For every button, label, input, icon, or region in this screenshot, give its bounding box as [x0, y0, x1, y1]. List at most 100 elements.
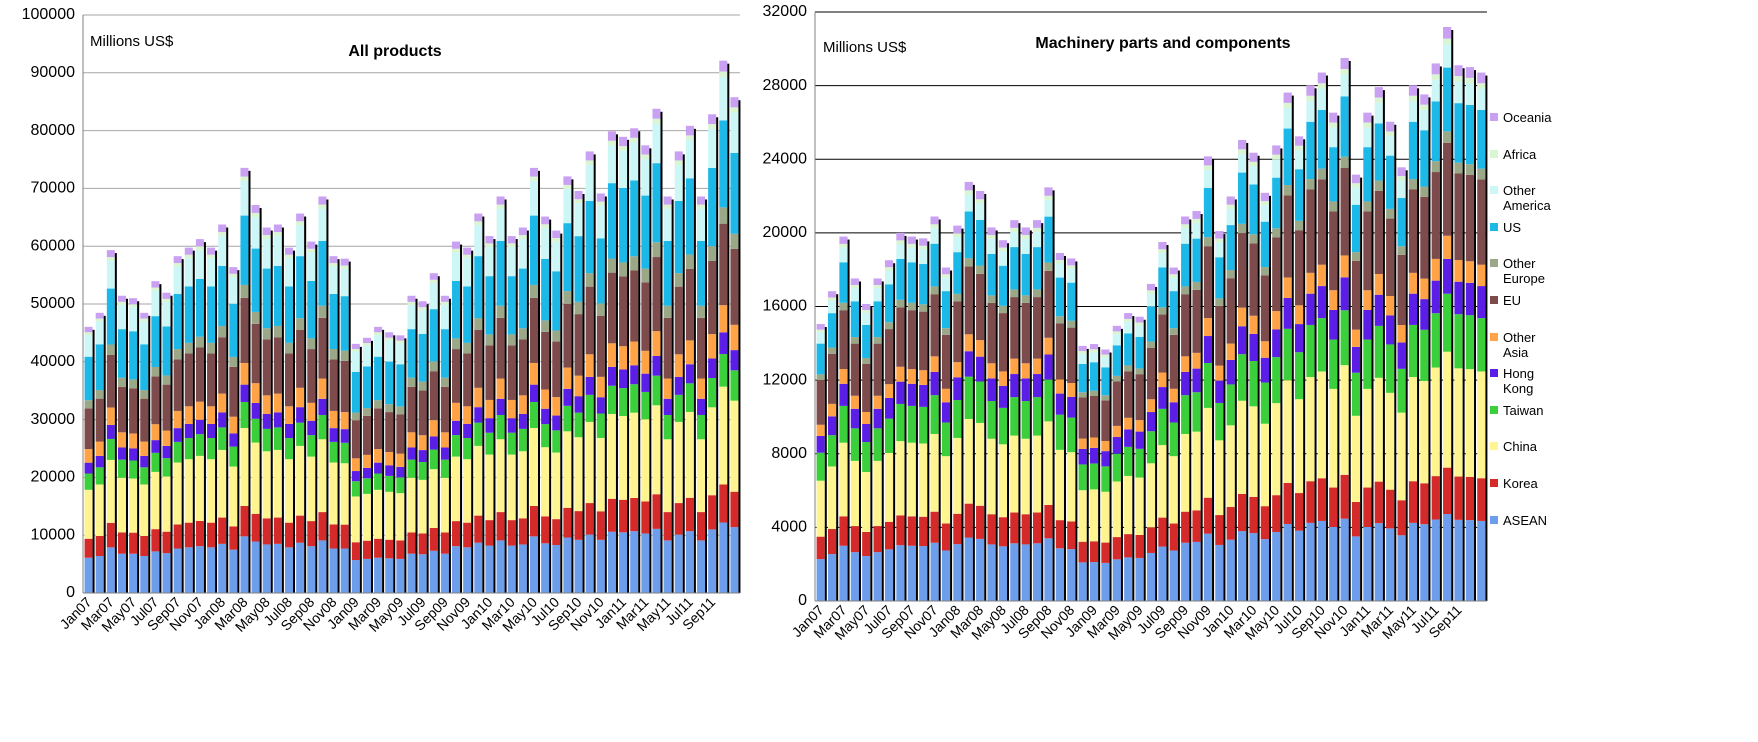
- bar-segment: [518, 328, 527, 340]
- bar-segment: [106, 260, 115, 289]
- bar-segment: [1351, 372, 1361, 416]
- bar-segment: [1249, 315, 1258, 334]
- bar-segment: [329, 294, 338, 350]
- bar-segment: [1317, 478, 1326, 521]
- bar-segment: [1044, 262, 1053, 271]
- bar-segment: [674, 164, 683, 202]
- bar-segment: [976, 505, 985, 539]
- bar-segment: [719, 60, 728, 72]
- bar-segment: [452, 420, 461, 436]
- bar-segment: [1158, 314, 1167, 373]
- bar-segment: [1260, 506, 1269, 540]
- bar-segment: [84, 334, 93, 357]
- bar-segment: [1260, 423, 1269, 507]
- bar-segment: [708, 495, 717, 530]
- bar-segment: [976, 538, 985, 601]
- bar-segment: [1454, 519, 1463, 601]
- bar-segment: [1010, 397, 1019, 436]
- bar-segment: [976, 356, 985, 382]
- bar-segment: [251, 541, 260, 593]
- bar-segment: [541, 516, 550, 544]
- bar-segment: [329, 263, 338, 267]
- bar-segment: [563, 176, 572, 185]
- bar-segment: [296, 221, 305, 226]
- bar-segment: [1431, 63, 1440, 75]
- bar-segment: [941, 388, 951, 403]
- bar-segment: [941, 456, 951, 524]
- y-tick-label: 40000: [31, 353, 76, 370]
- bar-segment: [296, 329, 305, 388]
- bar-segment: [896, 403, 905, 442]
- bar-segment: [1386, 121, 1395, 132]
- bar-shadow: [950, 270, 953, 601]
- bar-segment: [262, 227, 271, 236]
- bar-segment: [518, 518, 527, 545]
- bar-segment: [1283, 185, 1292, 196]
- bar-segment: [1408, 377, 1418, 482]
- bar-segment: [585, 151, 594, 161]
- bar-shadow: [995, 230, 998, 601]
- bar-segment: [697, 204, 706, 209]
- bar-segment: [827, 416, 837, 436]
- bar-segment: [362, 540, 371, 559]
- bar-segment: [429, 420, 438, 437]
- bar-segment: [730, 112, 739, 153]
- bar-shadow: [582, 194, 585, 593]
- bar-segment: [1272, 495, 1281, 532]
- bar-segment: [1192, 211, 1201, 219]
- bar-segment: [1408, 522, 1418, 601]
- bar-segment: [162, 292, 171, 299]
- bar-segment: [485, 418, 494, 433]
- bar-segment: [374, 538, 383, 558]
- bar-shadow: [1291, 95, 1294, 602]
- bar-segment: [930, 371, 939, 396]
- bar-segment: [663, 240, 672, 306]
- bar-segment: [1294, 220, 1304, 231]
- bar-segment: [518, 428, 527, 452]
- bar-segment: [1363, 309, 1372, 340]
- bar-segment: [850, 526, 859, 553]
- bar-segment: [816, 324, 825, 330]
- bar-segment: [1454, 103, 1463, 163]
- bar-segment: [697, 196, 706, 205]
- bar-segment: [106, 250, 115, 258]
- bar-segment: [284, 522, 294, 548]
- bar-segment: [385, 451, 394, 466]
- bar-segment: [816, 343, 825, 375]
- bar-segment: [1146, 347, 1156, 400]
- bar-segment: [941, 422, 951, 457]
- bar-segment: [1203, 362, 1213, 408]
- bar-segment: [884, 397, 894, 419]
- bar-segment: [1420, 299, 1429, 330]
- bar-segment: [106, 257, 115, 261]
- bar-segment: [1124, 429, 1133, 447]
- bar-segment: [1317, 371, 1326, 479]
- bar-segment: [1294, 305, 1304, 325]
- bar-shadow: [471, 250, 474, 593]
- bar-segment: [362, 478, 371, 494]
- bar-segment: [839, 516, 848, 546]
- bar-segment: [84, 356, 93, 401]
- bar-segment: [296, 387, 305, 408]
- bar-segment: [1294, 530, 1304, 601]
- bar-segment: [1169, 267, 1178, 275]
- bar-segment: [1146, 463, 1156, 528]
- bar-segment: [685, 383, 694, 412]
- bar-segment: [1317, 179, 1326, 265]
- bar-segment: [652, 375, 661, 406]
- bar-segment: [1033, 374, 1042, 398]
- bar-shadow: [1348, 60, 1351, 601]
- bar-segment: [585, 201, 594, 274]
- bar-segment: [541, 447, 550, 517]
- bar-segment: [1055, 323, 1064, 380]
- bar-segment: [1397, 325, 1406, 343]
- bar-segment: [151, 551, 160, 593]
- bar-segment: [407, 459, 416, 478]
- bar-segment: [1340, 156, 1349, 168]
- bar-segment: [674, 160, 683, 165]
- bar-segment: [117, 532, 126, 554]
- bar-segment: [474, 221, 483, 226]
- bar-segment: [953, 544, 962, 601]
- bar-shadow: [181, 259, 184, 593]
- bar-segment: [919, 304, 928, 312]
